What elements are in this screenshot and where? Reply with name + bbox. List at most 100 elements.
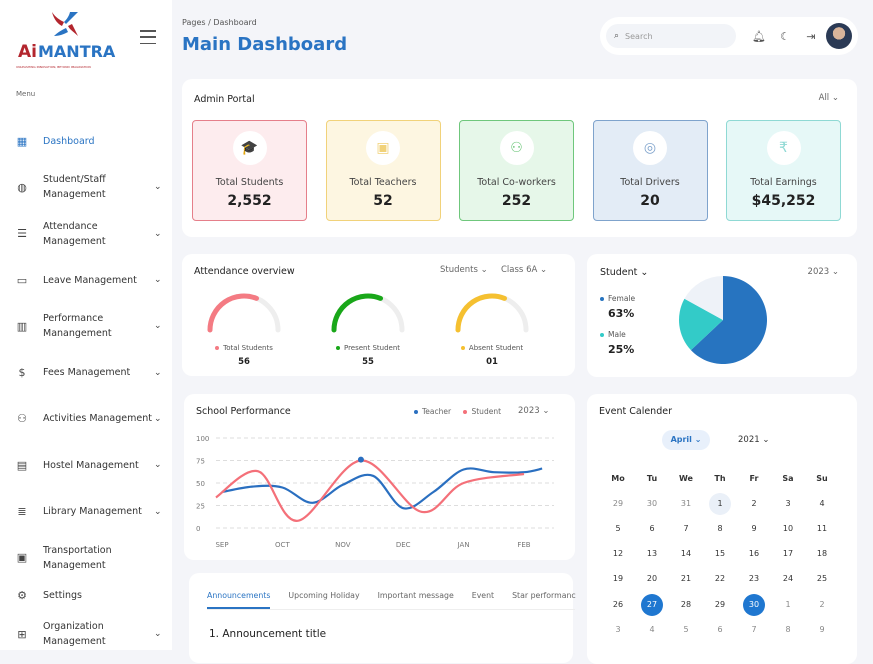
calendar-day[interactable]: 30 bbox=[635, 493, 669, 515]
sidebar-item-fees-management[interactable]: $Fees Management⌄ bbox=[14, 349, 164, 395]
moon-icon[interactable]: ☾ bbox=[772, 30, 798, 43]
calendar-day[interactable]: 23 bbox=[737, 568, 771, 590]
logout-icon[interactable]: ⇥ bbox=[798, 30, 824, 43]
calendar-day[interactable]: 29 bbox=[601, 493, 635, 515]
chevron-down-icon: ⌄ bbox=[154, 507, 164, 517]
calendar-day[interactable]: 25 bbox=[805, 568, 839, 590]
calendar-day[interactable]: 9 bbox=[737, 518, 771, 540]
sidebar-item-attendance-management[interactable]: ☰Attendance Management⌄ bbox=[14, 211, 164, 257]
sidebar-item-settings[interactable]: ⚙Settings bbox=[14, 581, 164, 611]
calendar-day[interactable]: 5 bbox=[669, 619, 703, 641]
calendar-day[interactable]: 21 bbox=[669, 568, 703, 590]
calendar-day[interactable]: 14 bbox=[669, 543, 703, 565]
menu-toggle-button[interactable] bbox=[140, 30, 156, 44]
sidebar-item-transportation-management[interactable]: ▣Transportation Management bbox=[14, 535, 164, 581]
gear-icon: ⚙ bbox=[14, 589, 30, 602]
calendar-day[interactable]: 2 bbox=[737, 493, 771, 515]
day-number: 7 bbox=[743, 619, 765, 641]
search-input[interactable]: ⌕Search bbox=[606, 24, 736, 48]
calendar-day[interactable]: 29 bbox=[703, 594, 737, 616]
sidebar-item-activities-management[interactable]: ⚇Activities Management⌄ bbox=[14, 396, 164, 442]
year-dropdown[interactable]: 2021 ⌄ bbox=[738, 435, 769, 445]
sidebar-item-hostel-management[interactable]: ▤Hostel Management⌄ bbox=[14, 442, 164, 488]
stat-card-total-earnings[interactable]: ₹Total Earnings$45,252 bbox=[726, 120, 841, 221]
bar-chart-icon: ▥ bbox=[14, 320, 30, 333]
calendar-day[interactable]: 4 bbox=[635, 619, 669, 641]
highlight-marker[interactable] bbox=[358, 457, 364, 463]
day-number: 14 bbox=[675, 543, 697, 565]
calendar-day[interactable]: 7 bbox=[669, 518, 703, 540]
calendar-day[interactable]: 3 bbox=[771, 493, 805, 515]
svg-text:MANTRA: MANTRA bbox=[38, 42, 116, 61]
day-number: 25 bbox=[811, 568, 833, 590]
sidebar-item-dashboard[interactable]: ▦Dashboard bbox=[14, 118, 164, 164]
tab-announcements[interactable]: Announcements bbox=[207, 587, 270, 609]
calendar-day[interactable]: 22 bbox=[703, 568, 737, 590]
gauge-fill bbox=[334, 296, 381, 330]
sidebar-item-label: Performance Manangement bbox=[43, 311, 154, 341]
calendar-day[interactable]: 6 bbox=[635, 518, 669, 540]
calendar-day[interactable]: 4 bbox=[805, 493, 839, 515]
month-dropdown[interactable]: April ⌄ bbox=[662, 430, 710, 450]
calendar-day[interactable]: 19 bbox=[601, 568, 635, 590]
tab-important-message[interactable]: Important message bbox=[378, 587, 454, 609]
calendar-day[interactable]: 9 bbox=[805, 619, 839, 641]
sidebar-item-leave-management[interactable]: ▭Leave Management⌄ bbox=[14, 257, 164, 303]
calendar-day[interactable]: 15 bbox=[703, 543, 737, 565]
tab-star-performanc[interactable]: Star performanc bbox=[512, 587, 576, 609]
stat-label: Total Drivers bbox=[594, 177, 707, 188]
y-tick-label: 100 bbox=[196, 435, 209, 443]
gauge-label: Absent Student bbox=[447, 344, 537, 352]
day-number: 7 bbox=[675, 518, 697, 540]
day-number: 19 bbox=[607, 568, 629, 590]
rupee-icon: ₹ bbox=[767, 131, 801, 165]
sidebar-item-label: Dashboard bbox=[43, 134, 164, 149]
calendar-day[interactable]: 11 bbox=[805, 518, 839, 540]
calendar-day[interactable]: 31 bbox=[669, 493, 703, 515]
calendar-day[interactable]: 17 bbox=[771, 543, 805, 565]
calendar-day[interactable]: 28 bbox=[669, 594, 703, 616]
pie-year-dropdown[interactable]: 2023 ⌄ bbox=[808, 267, 839, 277]
calendar-day[interactable]: 16 bbox=[737, 543, 771, 565]
calendar-day[interactable]: 20 bbox=[635, 568, 669, 590]
students-dropdown[interactable]: Students ⌄ bbox=[440, 265, 488, 275]
avatar[interactable] bbox=[826, 23, 852, 49]
svg-text:UNLEASHING INNOVATION, BEYOND: UNLEASHING INNOVATION, BEYOND IMAGINATIO… bbox=[16, 65, 91, 69]
calendar-day[interactable]: 18 bbox=[805, 543, 839, 565]
bell-icon[interactable]: 🔔︎ bbox=[746, 30, 772, 43]
calendar-day[interactable]: 24 bbox=[771, 568, 805, 590]
calendar-day[interactable]: 1 bbox=[703, 493, 737, 515]
sidebar-item-library-management[interactable]: ≣Library Management⌄ bbox=[14, 488, 164, 534]
sidebar-item-performance-manangement[interactable]: ▥Performance Manangement⌄ bbox=[14, 303, 164, 349]
announcement-tabs: Announcements Upcoming Holiday Important m… bbox=[207, 587, 575, 610]
calendar-day[interactable]: 26 bbox=[601, 594, 635, 616]
calendar-day[interactable]: 8 bbox=[703, 518, 737, 540]
class-dropdown[interactable]: Class 6A ⌄ bbox=[501, 265, 547, 275]
calendar-day[interactable]: 8 bbox=[771, 619, 805, 641]
gauge-label-text: Absent Student bbox=[469, 344, 523, 352]
student-dropdown[interactable]: Student ⌄ bbox=[600, 267, 648, 278]
calendar-day[interactable]: 1 bbox=[771, 594, 805, 616]
calendar-day[interactable]: 30 bbox=[737, 594, 771, 616]
sidebar-item-student-staff-management[interactable]: ◍Student/Staff Management⌄ bbox=[14, 164, 164, 210]
day-number: 1 bbox=[709, 493, 731, 515]
calendar-day[interactable]: 5 bbox=[601, 518, 635, 540]
calendar-day[interactable]: 2 bbox=[805, 594, 839, 616]
calendar-day[interactable]: 13 bbox=[635, 543, 669, 565]
tab-event[interactable]: Event bbox=[472, 587, 494, 609]
calendar-day[interactable]: 12 bbox=[601, 543, 635, 565]
tab-upcoming-holiday[interactable]: Upcoming Holiday bbox=[288, 587, 359, 609]
calendar-day[interactable]: 7 bbox=[737, 619, 771, 641]
calendar-day[interactable]: 10 bbox=[771, 518, 805, 540]
admin-filter-dropdown[interactable]: All ⌄ bbox=[819, 93, 839, 103]
sidebar-item-organization-management[interactable]: ⊞Organization Management⌄ bbox=[14, 611, 164, 657]
calendar-day[interactable]: 27 bbox=[635, 594, 669, 616]
calendar-day[interactable]: 6 bbox=[703, 619, 737, 641]
calendar-day[interactable]: 3 bbox=[601, 619, 635, 641]
